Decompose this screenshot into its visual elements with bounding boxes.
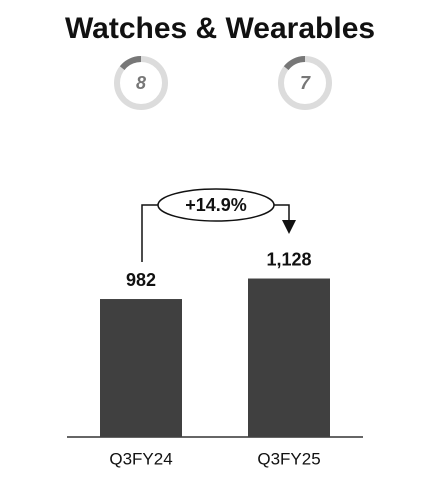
value-label: 1,128 — [266, 249, 311, 269]
x-tick-label: Q3FY25 — [257, 449, 320, 468]
badge-arc — [119, 56, 142, 71]
bar — [248, 278, 330, 437]
chart-title: Watches & Wearables — [65, 12, 375, 45]
bar — [100, 299, 182, 437]
arrowhead — [282, 220, 296, 234]
annotation: +14.9% — [185, 195, 247, 215]
badge-label: 7 — [300, 73, 311, 93]
value-label: 982 — [126, 270, 156, 290]
badge-label: 8 — [136, 73, 146, 93]
badge-arc — [283, 56, 306, 71]
bracket-left — [141, 204, 158, 262]
bracket-right — [274, 204, 290, 222]
x-tick-label: Q3FY24 — [109, 449, 172, 468]
annotation-bubble — [157, 188, 275, 222]
